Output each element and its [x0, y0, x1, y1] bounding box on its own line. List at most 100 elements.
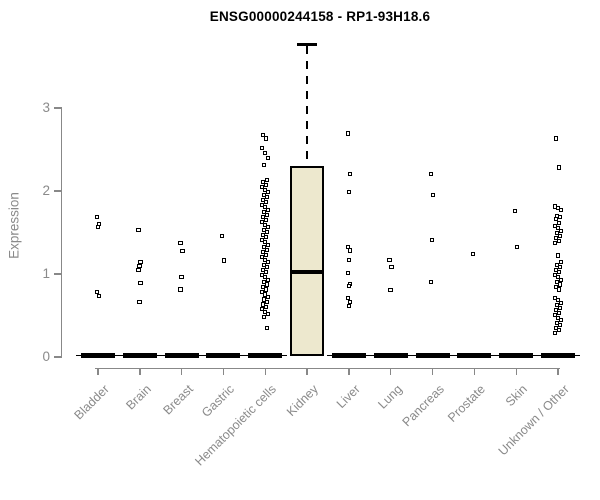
- data-point: [264, 195, 270, 200]
- data-point: [260, 215, 266, 220]
- data-point: [260, 180, 266, 185]
- data-point: [262, 292, 268, 297]
- data-point: [347, 172, 352, 177]
- data-point: [261, 227, 267, 232]
- y-axis-tick: [54, 107, 61, 109]
- data-point: [137, 299, 142, 304]
- x-axis-tick: [348, 368, 350, 375]
- data-point: [259, 255, 265, 260]
- data-point: [263, 235, 269, 240]
- chart-title: ENSG00000244158 - RP1-93H18.6: [209, 9, 431, 24]
- data-point: [261, 280, 267, 285]
- data-point: [179, 275, 184, 280]
- data-point: [555, 253, 560, 258]
- x-axis-tick: [264, 368, 266, 375]
- y-axis-label: Expression: [6, 192, 22, 259]
- y-axis-line: [61, 107, 63, 358]
- boxplot-zero-box: [373, 353, 408, 358]
- x-axis-tick: [390, 368, 392, 375]
- data-point: [557, 265, 562, 270]
- data-point: [558, 277, 563, 282]
- data-point: [555, 226, 560, 231]
- data-point: [265, 277, 271, 282]
- data-point: [261, 162, 267, 168]
- data-point: [556, 310, 561, 315]
- data-point: [263, 200, 269, 205]
- data-point: [557, 305, 562, 310]
- boxplot-box: [290, 166, 325, 357]
- data-point: [264, 282, 270, 287]
- data-point: [261, 210, 267, 215]
- boxplot-upper-whisker: [305, 46, 309, 167]
- data-point: [260, 197, 266, 202]
- data-point: [178, 240, 183, 246]
- data-point: [557, 282, 562, 287]
- data-point: [345, 270, 350, 275]
- data-point: [552, 223, 557, 228]
- x-axis-line: [95, 368, 561, 370]
- data-point: [94, 215, 99, 220]
- data-point: [265, 312, 271, 317]
- data-point: [345, 295, 350, 300]
- data-point: [347, 299, 352, 304]
- data-point: [264, 230, 270, 235]
- boxplot-median-line: [290, 270, 325, 275]
- data-point: [264, 265, 270, 270]
- x-axis-tick: [515, 368, 517, 375]
- data-point: [558, 300, 563, 305]
- data-point: [553, 308, 558, 313]
- data-point: [262, 187, 268, 192]
- data-point: [222, 258, 227, 263]
- y-axis-tick: [54, 273, 61, 275]
- boxplot-zero-box: [248, 353, 283, 358]
- data-point: [262, 309, 268, 314]
- data-point: [514, 245, 520, 250]
- data-point: [264, 247, 270, 252]
- y-axis-tick: [54, 356, 61, 358]
- data-point: [262, 257, 268, 262]
- data-point: [136, 227, 141, 232]
- data-point: [346, 304, 351, 309]
- data-point: [259, 185, 265, 190]
- data-point: [263, 217, 269, 222]
- data-point: [346, 257, 351, 262]
- boxplot-zero-box: [331, 353, 366, 358]
- data-point: [387, 257, 392, 262]
- data-point: [261, 297, 267, 302]
- data-point: [552, 330, 557, 335]
- data-point: [259, 272, 265, 277]
- data-point: [553, 284, 558, 290]
- data-point: [558, 318, 563, 323]
- data-point: [136, 267, 141, 272]
- data-point: [556, 287, 561, 292]
- x-axis-tick: [306, 368, 308, 375]
- data-point: [553, 267, 558, 272]
- data-point: [265, 294, 271, 300]
- data-point: [429, 280, 434, 285]
- data-point: [260, 133, 266, 138]
- data-point: [262, 222, 268, 227]
- data-point: [554, 231, 559, 236]
- data-point: [259, 289, 265, 295]
- x-axis-tick: [431, 368, 434, 375]
- data-point: [263, 252, 269, 257]
- data-point: [346, 284, 351, 289]
- data-point: [554, 262, 559, 267]
- boxplot-zero-box: [415, 353, 450, 358]
- data-point: [555, 315, 560, 320]
- data-point: [265, 190, 271, 195]
- data-point: [553, 325, 558, 330]
- data-point: [554, 303, 559, 308]
- boxplot-whisker-cap: [297, 43, 318, 47]
- y-axis-tick-label: 3: [42, 100, 50, 115]
- data-point: [470, 251, 476, 256]
- data-point: [261, 245, 267, 250]
- x-axis-tick: [557, 368, 559, 375]
- data-point: [553, 136, 558, 141]
- data-point: [259, 307, 265, 312]
- data-point: [552, 295, 557, 300]
- data-point: [263, 304, 269, 309]
- data-point: [264, 299, 270, 304]
- data-point: [180, 249, 185, 254]
